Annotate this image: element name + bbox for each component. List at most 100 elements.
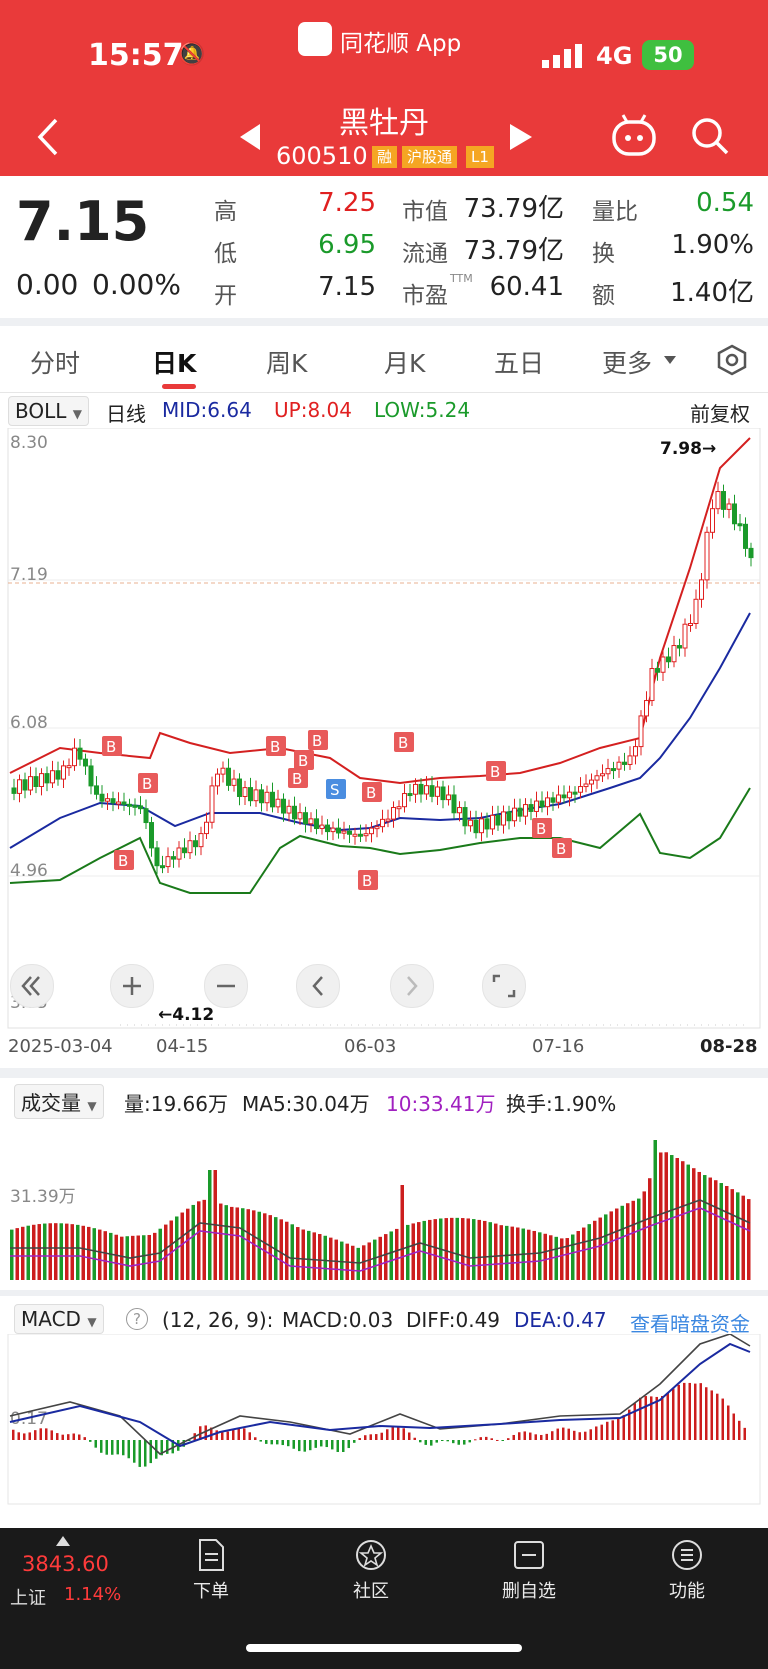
search-icon[interactable]: [690, 116, 730, 156]
caret-down-icon: ▼: [87, 1315, 97, 1329]
zoom-out-far-button[interactable]: [10, 964, 54, 1008]
next-stock-icon[interactable]: [510, 124, 532, 150]
candle-body: [105, 798, 110, 802]
macd-histogram-bar: [292, 1440, 295, 1449]
quote-field-label: 换: [592, 241, 615, 267]
volume-bar: [527, 1229, 531, 1280]
volume-bar: [268, 1215, 272, 1280]
nav-remove-watchlist[interactable]: 删自选: [474, 1538, 584, 1603]
volume-bar: [367, 1242, 371, 1280]
macd-histogram-bar: [540, 1434, 543, 1440]
macd-histogram-bar: [303, 1440, 306, 1452]
macd-histogram-bar: [529, 1432, 532, 1440]
candle-body: [347, 830, 352, 835]
nav-functions[interactable]: 功能: [632, 1538, 742, 1603]
nav-order[interactable]: 下单: [156, 1538, 266, 1603]
minus-icon: [217, 984, 235, 988]
volume-bar: [499, 1225, 503, 1280]
kline-chart[interactable]: 8.30 7.19 6.08 4.96 3.85 BBBBBBBBBBBBBS …: [0, 428, 768, 1038]
macd-histogram-bar: [160, 1440, 163, 1456]
nav-community[interactable]: 社区: [316, 1538, 426, 1603]
volume-indicator-select[interactable]: 成交量 ▼: [14, 1084, 104, 1119]
candle-body: [319, 824, 325, 830]
zoom-out-button[interactable]: [204, 964, 248, 1008]
volume-bar: [15, 1228, 19, 1280]
scroll-left-button[interactable]: [296, 964, 340, 1008]
adjust-mode[interactable]: 前复权: [690, 402, 750, 426]
tab-weekly-k[interactable]: 周K: [266, 349, 308, 378]
fullscreen-button[interactable]: [482, 964, 526, 1008]
tab-monthly-k[interactable]: 月K: [384, 349, 426, 378]
candle-body: [479, 818, 484, 834]
candle-body: [259, 789, 264, 804]
indicator-select[interactable]: BOLL ▼: [8, 396, 89, 426]
macd-histogram-bar: [320, 1440, 323, 1447]
volume-bar: [571, 1234, 575, 1280]
buy-signal-glyph: B: [556, 840, 566, 858]
volume-bar: [103, 1231, 107, 1280]
help-icon[interactable]: ?: [126, 1308, 148, 1330]
back-icon[interactable]: [36, 118, 60, 156]
settings-hexagon-icon[interactable]: [716, 344, 748, 376]
macd-histogram-bar: [34, 1430, 37, 1440]
buy-signal-box: [294, 750, 314, 770]
boll-mid-line: [9, 612, 751, 849]
quote-field-value: 0.54: [696, 188, 754, 218]
dark-pool-link[interactable]: 查看暗盘资金: [630, 1312, 750, 1336]
order-document-icon: [199, 1539, 224, 1571]
candle-body: [77, 747, 83, 760]
candle-body: [539, 800, 545, 808]
low-marker: ←4.12: [158, 1005, 214, 1025]
macd-histogram-bar: [699, 1383, 702, 1440]
macd-histogram-bar: [567, 1428, 570, 1440]
active-tab-indicator: [162, 384, 196, 389]
volume-bar: [510, 1226, 514, 1280]
macd-histogram-bar: [666, 1392, 669, 1440]
candle-body: [622, 761, 627, 765]
volume-bar: [461, 1218, 465, 1280]
indicator-label: BOLL: [15, 399, 67, 423]
candle-body: [297, 812, 303, 820]
volume-bar: [147, 1234, 151, 1280]
quote-field-value: 7.15: [318, 272, 376, 302]
macd-histogram-bar: [210, 1427, 213, 1440]
candle-body: [215, 773, 220, 787]
candle-body: [611, 768, 616, 772]
volume-bar: [224, 1205, 228, 1280]
buy-signal-glyph: B: [118, 852, 128, 870]
macd-histogram-bar: [721, 1398, 724, 1440]
volume-bar: [598, 1217, 602, 1280]
candle-body: [138, 805, 143, 810]
tab-five-day[interactable]: 五日: [494, 349, 545, 378]
candle-body: [391, 806, 396, 820]
candle-body: [506, 811, 512, 822]
menu-circle-icon: [672, 1540, 702, 1570]
macd-histogram-bar: [534, 1434, 537, 1440]
scroll-right-button[interactable]: [390, 964, 434, 1008]
buy-signal-glyph: B: [142, 775, 152, 793]
candle-body: [226, 767, 231, 786]
macd-histogram-bar: [738, 1420, 741, 1440]
candle-body: [88, 765, 94, 787]
tab-daily-k[interactable]: 日K: [152, 349, 197, 378]
zoom-in-button[interactable]: [110, 964, 154, 1008]
volume-bar: [10, 1229, 14, 1280]
volume-label: 成交量: [21, 1091, 81, 1115]
robot-assistant-icon[interactable]: [610, 114, 658, 158]
index-value[interactable]: 3843.60: [22, 1552, 109, 1576]
volume-ma10-line: [10, 1207, 751, 1272]
macd-histogram-bar: [716, 1393, 719, 1440]
volume-bar: [87, 1226, 91, 1280]
macd-histogram-bar: [617, 1418, 620, 1440]
tab-intraday[interactable]: 分时: [30, 349, 81, 378]
volume-tick: 31.39万: [10, 1187, 76, 1207]
macd-indicator-select[interactable]: MACD ▼: [14, 1304, 104, 1334]
prev-stock-icon[interactable]: [240, 124, 262, 150]
candle-body: [325, 824, 330, 833]
nav-community-label: 社区: [353, 1581, 389, 1602]
macd-histogram-bar: [430, 1440, 433, 1446]
tab-more[interactable]: 更多: [602, 349, 653, 378]
date-tick: 06-03: [344, 1036, 397, 1057]
volume-bar: [169, 1220, 173, 1280]
candle-body: [292, 805, 297, 820]
